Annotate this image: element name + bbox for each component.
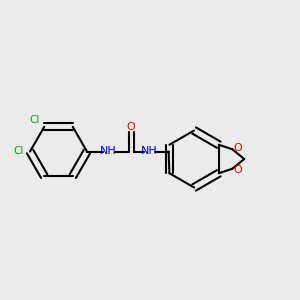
Text: O: O (127, 122, 136, 132)
Text: Cl: Cl (29, 115, 40, 125)
Text: NH: NH (141, 146, 158, 157)
Text: NH: NH (100, 146, 117, 157)
Text: Cl: Cl (14, 146, 24, 157)
Text: O: O (233, 143, 242, 153)
Text: O: O (233, 165, 242, 175)
